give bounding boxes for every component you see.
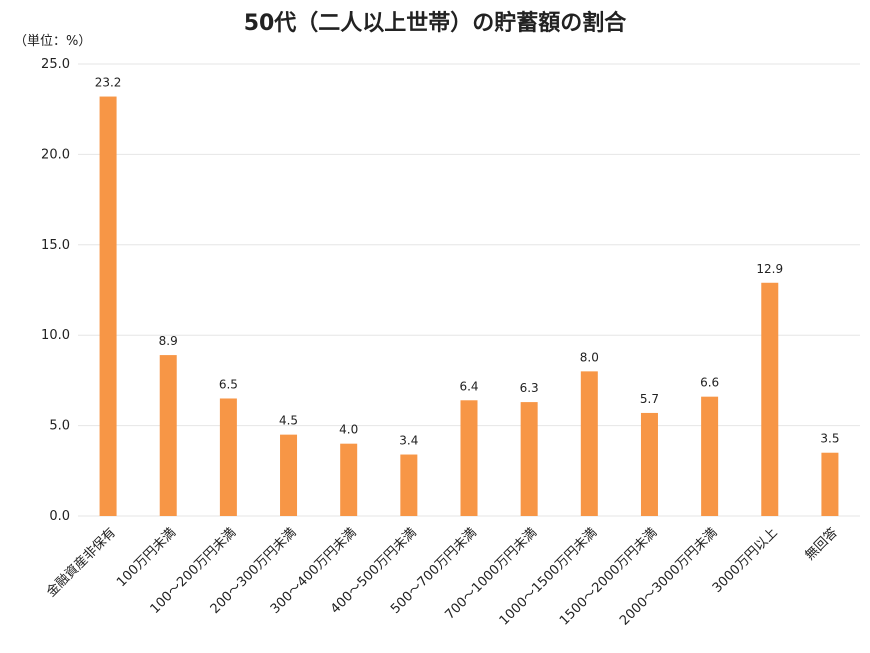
x-tick-label: 100万円未満 <box>114 525 179 590</box>
bar <box>761 282 779 516</box>
data-label: 6.6 <box>700 376 719 390</box>
bar <box>580 371 598 516</box>
chart-title: 50代（二人以上世帯）の貯蓄額の割合 <box>244 10 628 36</box>
data-label: 8.9 <box>159 334 178 348</box>
data-label: 4.0 <box>339 423 358 437</box>
data-label: 3.5 <box>820 432 839 446</box>
bar <box>520 402 538 516</box>
x-tick-label: 金融資産非保有 <box>43 525 119 601</box>
unit-label: （単位：%） <box>14 33 91 49</box>
y-tick-label: 5.0 <box>49 419 70 434</box>
data-labels: 23.2 8.9 6.5 4.5 4.0 3.4 6.4 6.3 8.0 5.7 6.6 12.9 3.… <box>95 76 840 448</box>
bar <box>460 400 478 516</box>
data-label: 5.7 <box>640 392 659 406</box>
bar <box>340 443 358 516</box>
data-label: 6.3 <box>520 381 539 395</box>
bar <box>701 396 719 516</box>
bar <box>280 434 298 516</box>
y-tick-label: 25.0 <box>41 57 70 72</box>
y-tick-label: 0.0 <box>49 509 70 524</box>
bar <box>821 452 839 516</box>
bar <box>99 96 117 516</box>
bar <box>400 454 418 516</box>
data-label: 23.2 <box>95 76 122 90</box>
gridlines <box>78 63 860 517</box>
data-label: 8.0 <box>580 350 599 364</box>
x-tick-label: 2000～3000万円未満 <box>617 525 720 628</box>
bar <box>640 412 658 516</box>
x-tick-label: 無回答 <box>802 525 841 564</box>
bar <box>219 398 237 516</box>
data-label: 6.4 <box>459 379 478 393</box>
x-tick-label: 1500～2000万円未満 <box>557 525 660 628</box>
x-axis: 金融資産非保有100万円未満100～200万円未満200～300万円未満300～… <box>43 525 841 629</box>
x-tick-label: 3000万円以上 <box>710 525 781 596</box>
x-tick-label: 1000～1500万円未満 <box>497 525 600 628</box>
y-tick-label: 15.0 <box>41 238 70 253</box>
bar <box>159 355 177 516</box>
data-label: 6.5 <box>219 377 238 391</box>
data-label: 4.5 <box>279 414 298 428</box>
y-axis: 0.0 5.0 10.0 15.0 20.0 25.0 <box>41 57 70 524</box>
y-tick-label: 20.0 <box>41 147 70 162</box>
y-tick-label: 10.0 <box>41 328 70 343</box>
bars <box>99 96 839 516</box>
data-label: 12.9 <box>756 262 783 276</box>
data-label: 3.4 <box>399 434 418 448</box>
